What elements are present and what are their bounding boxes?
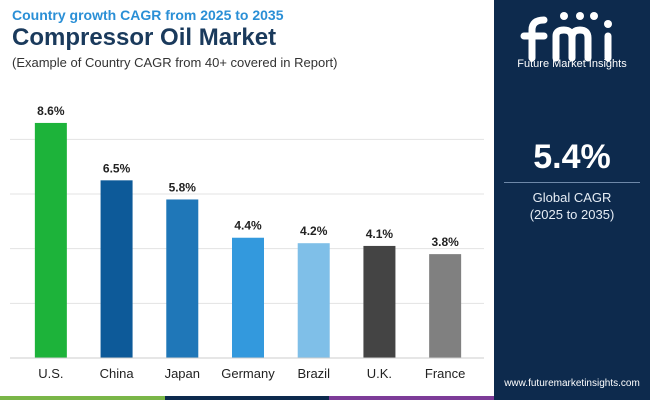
bottom-color-bar xyxy=(0,396,495,400)
global-cagr-label: Global CAGR xyxy=(532,190,612,205)
data-label: 4.4% xyxy=(234,219,262,233)
bar-germany xyxy=(232,237,264,358)
bar-china xyxy=(100,180,133,358)
bottom-bar-segment-green xyxy=(0,396,165,400)
data-label: 8.6% xyxy=(37,104,65,118)
bar-brazil xyxy=(297,243,330,358)
x-tick-label: Germany xyxy=(221,366,275,381)
bar-chart-svg: 8.6% U.S. 6.5% China 5.8% Japan 4.4% Germany 4.2… xyxy=(10,104,484,381)
bottom-bar-segment-purple xyxy=(329,396,495,400)
website-link[interactable]: www.futuremarketinsights.com xyxy=(504,378,640,389)
x-tick-label: China xyxy=(100,366,135,381)
logo-caption: Future Market Insights xyxy=(517,58,627,70)
chart-subtitle: Country growth CAGR from 2025 to 2035 xyxy=(12,7,284,23)
bar-us xyxy=(34,122,67,358)
kpi-divider xyxy=(504,182,640,183)
x-tick-label: U.K. xyxy=(367,366,392,381)
global-cagr-value: 5.4% xyxy=(533,138,611,176)
main-panel: Country growth CAGR from 2025 to 2035 Co… xyxy=(0,7,495,400)
bar-uk xyxy=(363,245,396,358)
x-tick-label: France xyxy=(425,366,465,381)
global-cagr-period: (2025 to 2035) xyxy=(529,207,615,222)
summary-sidebar: Future Market Insights 5.4% Global CAGR … xyxy=(494,0,650,400)
chart-title: Compressor Oil Market xyxy=(12,24,277,51)
x-tick-label: Brazil xyxy=(297,366,330,381)
data-label: 6.5% xyxy=(103,161,131,175)
fmi-logo-icon xyxy=(520,12,612,62)
bar-france xyxy=(429,254,462,358)
data-label: 5.8% xyxy=(169,180,197,194)
data-label: 3.8% xyxy=(431,235,459,249)
data-label: 4.1% xyxy=(366,227,394,241)
bottom-bar-segment-navy xyxy=(164,396,330,400)
bar-japan xyxy=(166,199,199,358)
x-tick-label: U.S. xyxy=(38,366,63,381)
chart-note: (Example of Country CAGR from 40+ covere… xyxy=(12,55,338,70)
data-label: 4.2% xyxy=(300,224,328,238)
x-tick-label: Japan xyxy=(165,366,200,381)
bar-chart: 8.6% U.S. 6.5% China 5.8% Japan 4.4% Germany 4.2… xyxy=(0,80,494,395)
